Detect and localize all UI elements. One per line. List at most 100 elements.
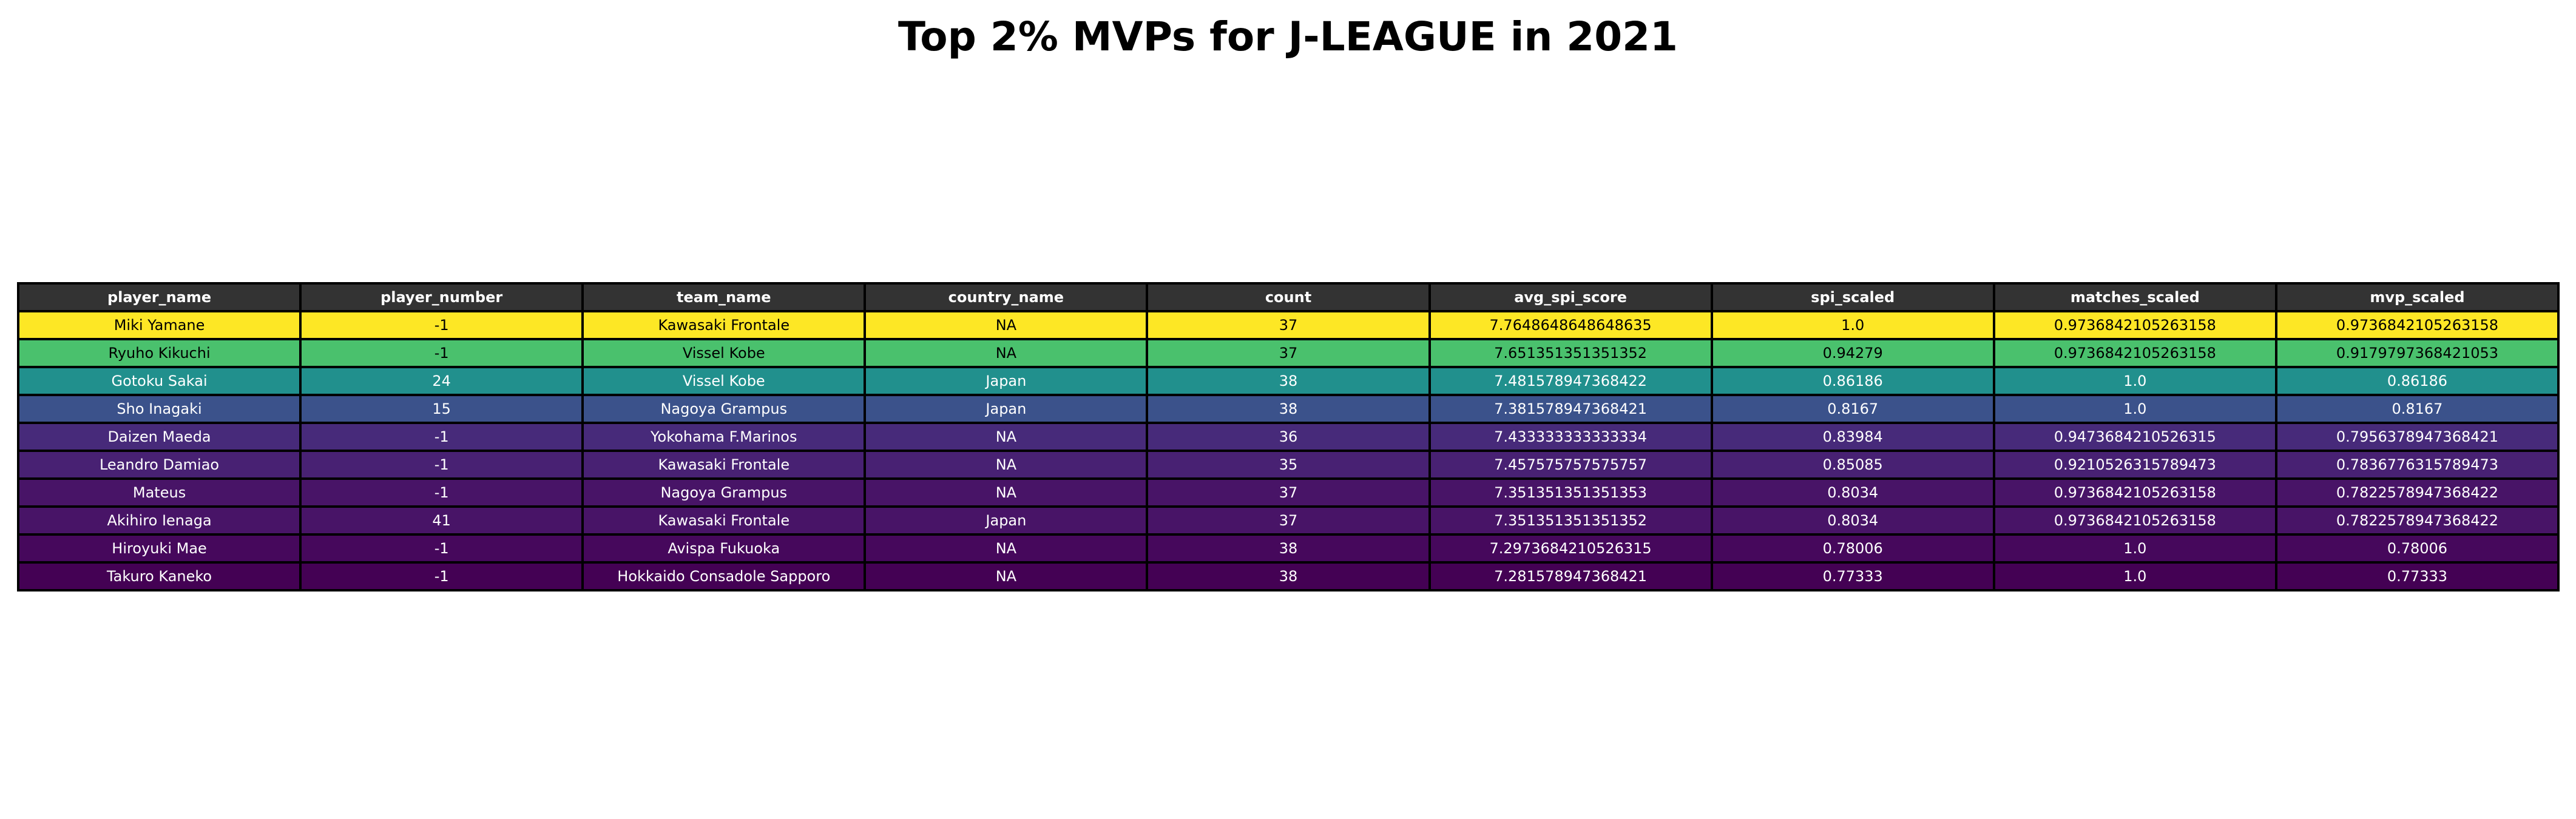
table-cell-matches-scaled: 1.0 [1992,366,2277,396]
table-cell-player-name: Gotoku Sakai [16,366,302,396]
table-body: Miki Yamane -1 Kawasaki Frontale NA 37 7.7648… [16,310,2560,592]
table-row: Leandro Damiao -1 Kawasaki Frontale NA 35 7.4… [16,450,2560,480]
table-cell-country-name: NA [864,310,1149,340]
table-cell-mvp-scaled: 0.9736842105263158 [2274,310,2560,340]
table-cell-team-name: Nagoya Grampus [581,477,867,508]
table-cell-team-name: Kawasaki Frontale [581,450,867,480]
column-header-player-number: player_number [299,282,584,312]
table-cell-player-name: Hiroyuki Mae [16,533,302,564]
table-cell-country-name: Japan [864,394,1149,424]
table-cell-spi-scaled: 0.8034 [1710,505,1995,536]
table-cell-player-name: Daizen Maeda [16,422,302,452]
table-cell-avg-spi-score: 7.7648648648648635 [1428,310,1713,340]
table-cell-spi-scaled: 0.8167 [1710,394,1995,424]
table-cell-country-name: NA [864,422,1149,452]
column-header-avg-spi-score: avg_spi_score [1428,282,1713,312]
table-row: Sho Inagaki 15 Nagoya Grampus Japan 38 7.3815… [16,394,2560,424]
table-cell-avg-spi-score: 7.433333333333334 [1428,422,1713,452]
table-cell-team-name: Vissel Kobe [581,366,867,396]
table-cell-country-name: NA [864,533,1149,564]
table-cell-mvp-scaled: 0.78006 [2274,533,2560,564]
table-cell-spi-scaled: 1.0 [1710,310,1995,340]
table-cell-spi-scaled: 0.8034 [1710,477,1995,508]
table-cell-spi-scaled: 0.83984 [1710,422,1995,452]
table-cell-player-number: -1 [299,450,584,480]
table-cell-player-name: Akihiro Ienaga [16,505,302,536]
column-header-mvp-scaled: mvp_scaled [2274,282,2560,312]
table-cell-spi-scaled: 0.86186 [1710,366,1995,396]
table-row: Miki Yamane -1 Kawasaki Frontale NA 37 7.7648… [16,310,2560,340]
table-cell-matches-scaled: 1.0 [1992,394,2277,424]
table-cell-count: 37 [1146,505,1431,536]
table-cell-country-name: NA [864,477,1149,508]
table-cell-matches-scaled: 1.0 [1992,561,2277,592]
table-cell-player-name: Miki Yamane [16,310,302,340]
table-cell-matches-scaled: 0.9473684210526315 [1992,422,2277,452]
column-header-spi-scaled: spi_scaled [1710,282,1995,312]
table-cell-player-number: -1 [299,310,584,340]
table-row: Mateus -1 Nagoya Grampus NA 37 7.351351351351… [16,477,2560,508]
table-cell-count: 38 [1146,561,1431,592]
table-cell-mvp-scaled: 0.8167 [2274,394,2560,424]
table-cell-count: 35 [1146,450,1431,480]
table-cell-country-name: NA [864,561,1149,592]
table-cell-matches-scaled: 0.9736842105263158 [1992,310,2277,340]
table-cell-country-name: NA [864,450,1149,480]
table-cell-team-name: Nagoya Grampus [581,394,867,424]
table-cell-matches-scaled: 0.9736842105263158 [1992,477,2277,508]
table-cell-avg-spi-score: 7.351351351351353 [1428,477,1713,508]
table-cell-player-name: Takuro Kaneko [16,561,302,592]
table-cell-spi-scaled: 0.78006 [1710,533,1995,564]
table-cell-team-name: Avispa Fukuoka [581,533,867,564]
table-row: Takuro Kaneko -1 Hokkaido Consadole Sappor… [16,561,2560,592]
table-cell-country-name: Japan [864,366,1149,396]
table-cell-player-number: 24 [299,366,584,396]
table-cell-player-number: -1 [299,338,584,368]
table-cell-matches-scaled: 1.0 [1992,533,2277,564]
column-header-player-name: player_name [16,282,302,312]
mvp-table: player_name player_number team_name country… [16,282,2560,592]
table-cell-player-number: -1 [299,422,584,452]
table-cell-avg-spi-score: 7.481578947368422 [1428,366,1713,396]
table-cell-spi-scaled: 0.85085 [1710,450,1995,480]
table-cell-matches-scaled: 0.9210526315789473 [1992,450,2277,480]
table-cell-mvp-scaled: 0.77333 [2274,561,2560,592]
table-cell-count: 38 [1146,366,1431,396]
table-cell-player-number: -1 [299,533,584,564]
table-cell-country-name: Japan [864,505,1149,536]
chart-title: Top 2% MVPs for J-LEAGUE in 2021 [898,13,1678,60]
table-cell-avg-spi-score: 7.381578947368421 [1428,394,1713,424]
table-cell-mvp-scaled: 0.7822578947368422 [2274,505,2560,536]
table-cell-count: 37 [1146,338,1431,368]
table-row: Akihiro Ienaga 41 Kawasaki Frontale Japan 37… [16,505,2560,536]
table-cell-spi-scaled: 0.94279 [1710,338,1995,368]
table-cell-country-name: NA [864,338,1149,368]
table-cell-avg-spi-score: 7.281578947368421 [1428,561,1713,592]
table-cell-count: 38 [1146,533,1431,564]
table-cell-player-number: -1 [299,477,584,508]
table-cell-player-number: 15 [299,394,584,424]
table-cell-mvp-scaled: 0.86186 [2274,366,2560,396]
table-row: Daizen Maeda -1 Yokohama F.Marinos NA 36 7.43… [16,422,2560,452]
table-cell-player-name: Ryuho Kikuchi [16,338,302,368]
table-cell-avg-spi-score: 7.351351351351352 [1428,505,1713,536]
column-header-team-name: team_name [581,282,867,312]
table-cell-avg-spi-score: 7.2973684210526315 [1428,533,1713,564]
table-cell-player-name: Sho Inagaki [16,394,302,424]
table-cell-count: 37 [1146,310,1431,340]
header-row: player_name player_number team_name country… [16,282,2560,312]
table-cell-count: 37 [1146,477,1431,508]
table-cell-player-name: Mateus [16,477,302,508]
table-row: Gotoku Sakai 24 Vissel Kobe Japan 38 7.481578… [16,366,2560,396]
table-cell-spi-scaled: 0.77333 [1710,561,1995,592]
table-cell-mvp-scaled: 0.7956378947368421 [2274,422,2560,452]
table-cell-mvp-scaled: 0.7836776315789473 [2274,450,2560,480]
table-cell-matches-scaled: 0.9736842105263158 [1992,505,2277,536]
table-cell-mvp-scaled: 0.7822578947368422 [2274,477,2560,508]
table-cell-team-name: Hokkaido Consadole Sapporo [581,561,867,592]
table-cell-matches-scaled: 0.9736842105263158 [1992,338,2277,368]
table-cell-avg-spi-score: 7.651351351351352 [1428,338,1713,368]
column-header-count: count [1146,282,1431,312]
table-cell-player-number: -1 [299,561,584,592]
table-cell-team-name: Vissel Kobe [581,338,867,368]
